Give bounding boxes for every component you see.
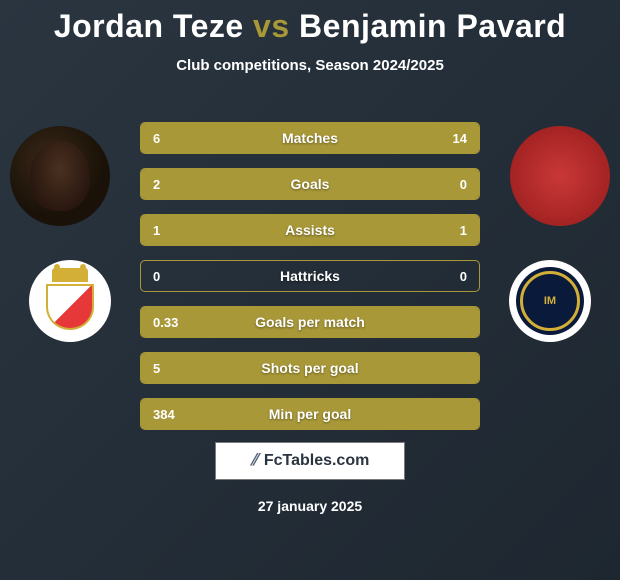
player2-avatar <box>510 126 610 226</box>
branding-box: ⫽ FcTables.com <box>215 442 405 480</box>
player2-club-badge: IM <box>509 260 591 342</box>
stat-label: Assists <box>141 222 479 238</box>
date-label: 27 january 2025 <box>0 498 620 514</box>
player1-name: Jordan Teze <box>54 8 244 44</box>
branding-icon: ⫽ <box>251 452 258 470</box>
stat-label: Matches <box>141 130 479 146</box>
stats-container: 614Matches 20Goals 11Assists 00Hattricks 0.3… <box>140 122 480 444</box>
stat-row: 384Min per goal <box>140 398 480 430</box>
monaco-logo-icon <box>40 268 100 334</box>
stat-row: 5Shots per goal <box>140 352 480 384</box>
player1-avatar <box>10 126 110 226</box>
stat-label: Goals per match <box>141 314 479 330</box>
stat-row: 11Assists <box>140 214 480 246</box>
stat-label: Hattricks <box>141 268 479 284</box>
player2-name: Benjamin Pavard <box>299 8 566 44</box>
stat-label: Shots per goal <box>141 360 479 376</box>
stat-row: 20Goals <box>140 168 480 200</box>
vs-separator: vs <box>253 8 290 44</box>
stat-row: 0.33Goals per match <box>140 306 480 338</box>
branding-text: FcTables.com <box>264 452 370 470</box>
stat-row: 00Hattricks <box>140 260 480 292</box>
comparison-title: Jordan Teze vs Benjamin Pavard <box>0 0 620 45</box>
stat-row: 614Matches <box>140 122 480 154</box>
player1-club-badge <box>29 260 111 342</box>
inter-logo-icon: IM <box>516 267 584 335</box>
stat-label: Min per goal <box>141 406 479 422</box>
subtitle: Club competitions, Season 2024/2025 <box>0 57 620 74</box>
stat-label: Goals <box>141 176 479 192</box>
